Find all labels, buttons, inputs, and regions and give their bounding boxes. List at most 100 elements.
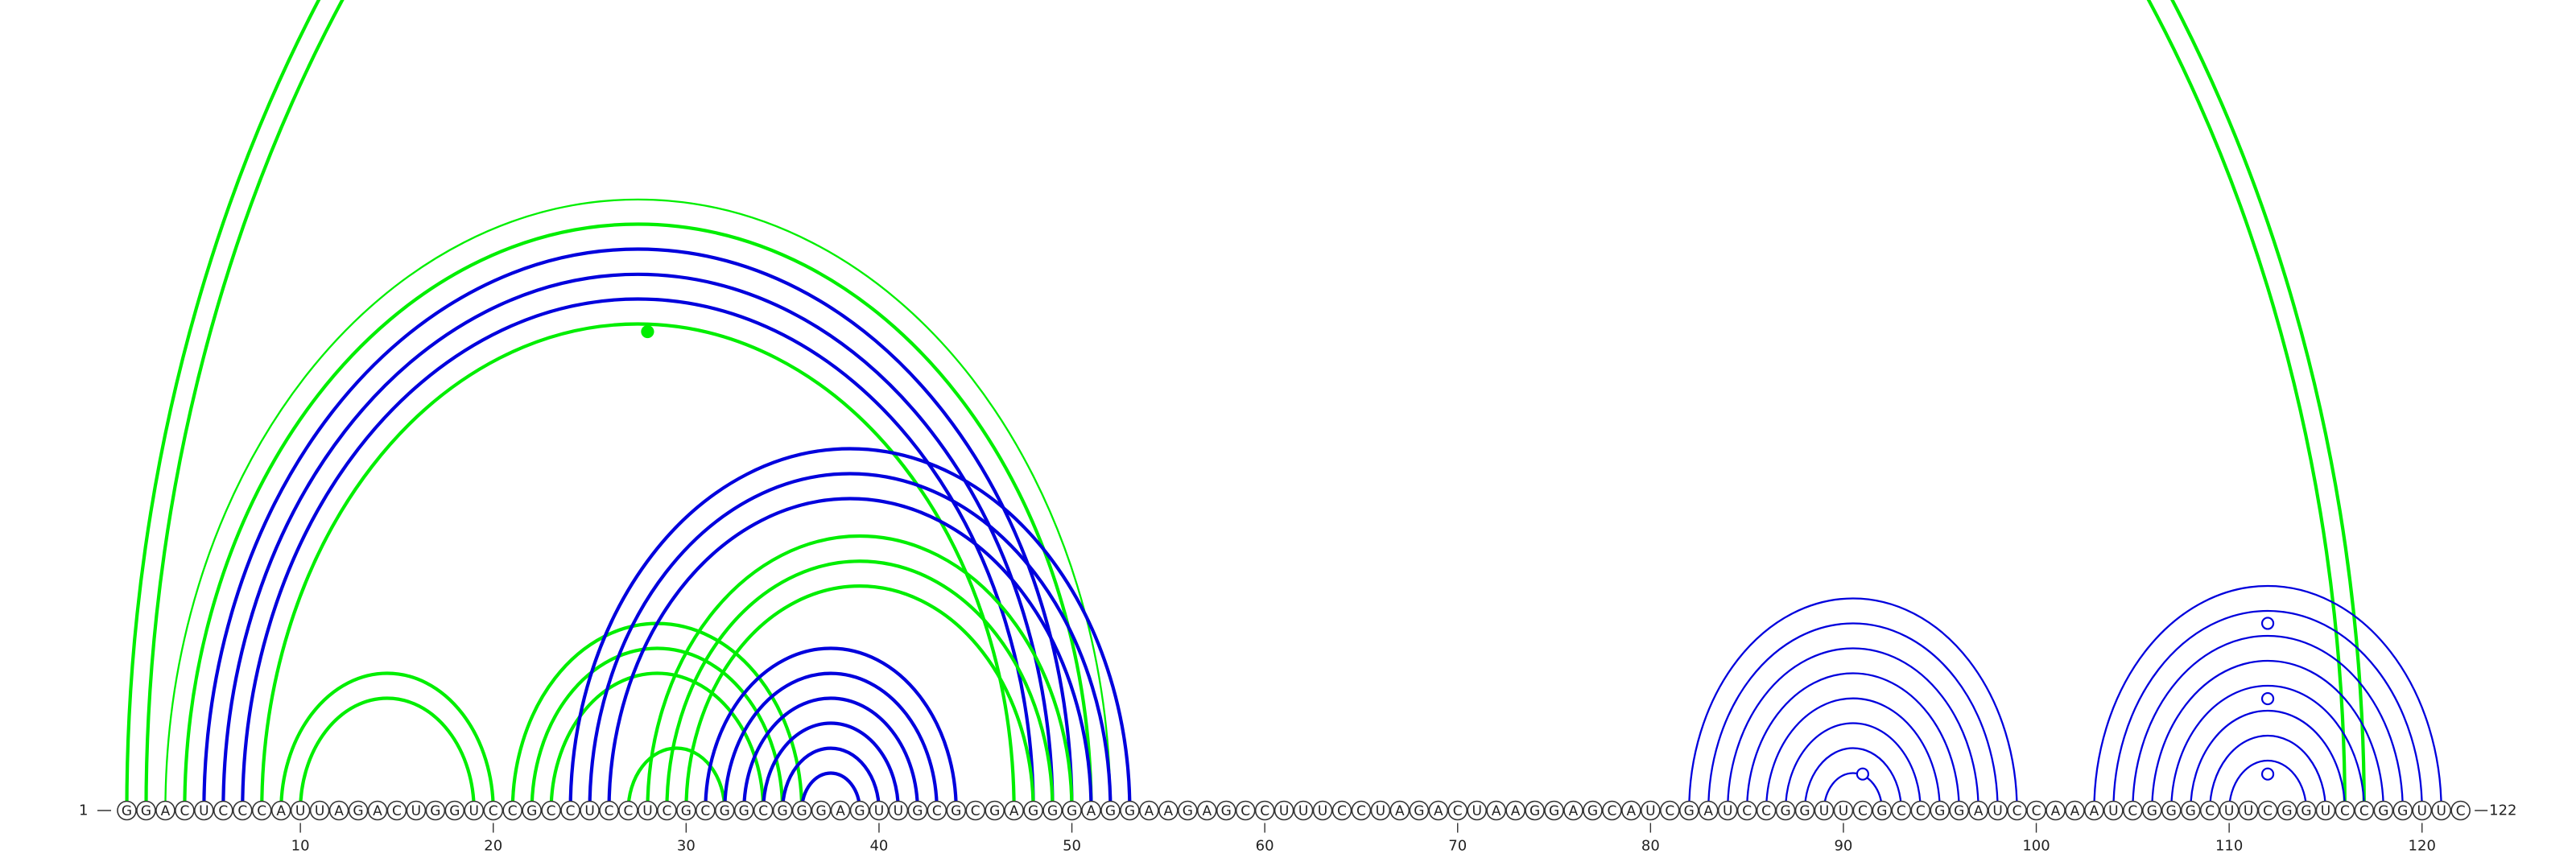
nucleotide-circle xyxy=(309,800,330,821)
nucleotide-circle xyxy=(1736,800,1757,821)
nucleotide-letter: C xyxy=(700,803,710,819)
nucleotide: C xyxy=(2199,800,2220,821)
nucleotide-letter: U xyxy=(1279,803,1289,819)
nucleotide-letter: G xyxy=(1876,803,1887,819)
arc-marker xyxy=(2260,691,2275,706)
nucleotide: A xyxy=(830,800,851,821)
nucleotide-circle xyxy=(136,800,156,821)
nucleotide-letter: C xyxy=(1241,803,1250,819)
nucleotide-letter: A xyxy=(2090,803,2099,819)
nucleotide-letter: G xyxy=(2281,803,2292,819)
nucleotide-circle xyxy=(1351,800,1372,821)
arc-3-52 xyxy=(164,198,1112,811)
nucleotide-circle xyxy=(618,800,638,821)
nucleotide-circle xyxy=(560,800,580,821)
nucleotide-circle xyxy=(117,800,137,821)
nucleotide-letter: C xyxy=(1897,803,1906,819)
nucleotide-letter: G xyxy=(1954,803,1964,819)
nucleotide-circle xyxy=(1660,800,1680,821)
nucleotide-circle xyxy=(1196,800,1217,821)
nucleotide: A xyxy=(270,800,291,821)
arc-27-32 xyxy=(626,746,727,811)
nucleotide-letter: A xyxy=(1202,803,1212,819)
nucleotide-letter: C xyxy=(1260,803,1269,819)
nucleotide: C xyxy=(1254,800,1275,821)
nucleotide-letter: A xyxy=(836,803,845,819)
nucleotide-letter: G xyxy=(1684,803,1695,819)
nucleotide: G xyxy=(1544,800,1564,821)
nucleotide-circle xyxy=(907,800,928,821)
nucleotide-circle xyxy=(1794,800,1815,821)
arc-32-43 xyxy=(723,671,939,811)
nucleotide: G xyxy=(444,800,465,821)
nucleotide: C xyxy=(2123,800,2143,821)
nucleotide: U xyxy=(464,800,485,821)
nucleotide-letter: A xyxy=(1009,803,1019,819)
nucleotide-circle xyxy=(2450,800,2471,821)
nucleotide-letter: U xyxy=(1376,803,1385,819)
nucleotide-circle xyxy=(946,800,967,821)
nucleotide: A xyxy=(1158,800,1179,821)
nucleotide-circle xyxy=(483,800,504,821)
arc-29-49 xyxy=(665,559,1055,811)
nucleotide-circle xyxy=(830,800,851,821)
nucleotide-circle xyxy=(1178,800,1198,821)
nucleotide-letter: A xyxy=(2070,803,2080,819)
nucleotide-circle xyxy=(1505,800,1525,821)
nucleotide-letter: G xyxy=(1067,803,1077,819)
nucleotide-circle xyxy=(1370,800,1391,821)
nucleotide-letter: G xyxy=(122,803,132,819)
end-label: 122 xyxy=(2489,802,2516,819)
arc-89-92 xyxy=(1823,772,1884,811)
nucleotide-circle xyxy=(1717,800,1738,821)
nucleotide: U xyxy=(1717,800,1738,821)
arc-6-49 xyxy=(221,272,1055,811)
arc-109-115 xyxy=(2209,734,2327,811)
nucleotide-letter: C xyxy=(2013,803,2022,819)
nucleotide: C xyxy=(657,800,677,821)
nucleotide-circle xyxy=(2026,800,2046,821)
nucleotide-circle xyxy=(1254,800,1275,821)
nucleotide: A xyxy=(1139,800,1159,821)
nucleotide-letter: C xyxy=(2263,803,2273,819)
nucleotide: U xyxy=(888,800,909,821)
nucleotide-circle xyxy=(1274,800,1294,821)
nucleotide-letter: G xyxy=(912,803,923,819)
nucleotide-letter: G xyxy=(2378,803,2388,819)
nucleotide-letter: G xyxy=(1105,803,1116,819)
nucleotide-letter: C xyxy=(237,803,247,819)
nucleotide-letter: U xyxy=(2321,803,2330,819)
nucleotide-letter: U xyxy=(1819,803,1829,819)
nucleotide: C xyxy=(2026,800,2046,821)
arc-4-51 xyxy=(183,222,1093,811)
nucleotide-letter: C xyxy=(2340,803,2350,819)
nucleotide: A xyxy=(1004,800,1024,821)
nucleotide: G xyxy=(136,800,156,821)
arc-2-116 xyxy=(144,0,2347,811)
nucleotide-letter: G xyxy=(2147,803,2157,819)
nucleotide-letter: A xyxy=(1974,803,1984,819)
nucleotide: C xyxy=(175,800,195,821)
nucleotide-circle xyxy=(2257,800,2278,821)
nucleotide: G xyxy=(811,800,832,821)
nucleotide: C xyxy=(1331,800,1352,821)
nucleotide: G xyxy=(985,800,1005,821)
nucleotide-letter: U xyxy=(2417,803,2427,819)
arc-7-48 xyxy=(241,297,1035,811)
nucleotide: G xyxy=(946,800,967,821)
tick-label: 50 xyxy=(1063,838,1081,855)
nucleotide: A xyxy=(1621,800,1641,821)
nucleotide-letter: C xyxy=(489,803,498,819)
nucleotide-letter: C xyxy=(1761,803,1771,819)
nucleotide: G xyxy=(2142,800,2162,821)
nucleotide: U xyxy=(2238,800,2259,821)
nucleotide-letter: C xyxy=(758,803,768,819)
nucleotide-circle xyxy=(811,800,832,821)
nucleotide-circle xyxy=(175,800,195,821)
nucleotide-circle xyxy=(1544,800,1564,821)
nucleotide-letter: U xyxy=(1723,803,1732,819)
nucleotide-letter: G xyxy=(989,803,1000,819)
nucleotide: G xyxy=(117,800,137,821)
arc-25-52 xyxy=(588,472,1113,811)
